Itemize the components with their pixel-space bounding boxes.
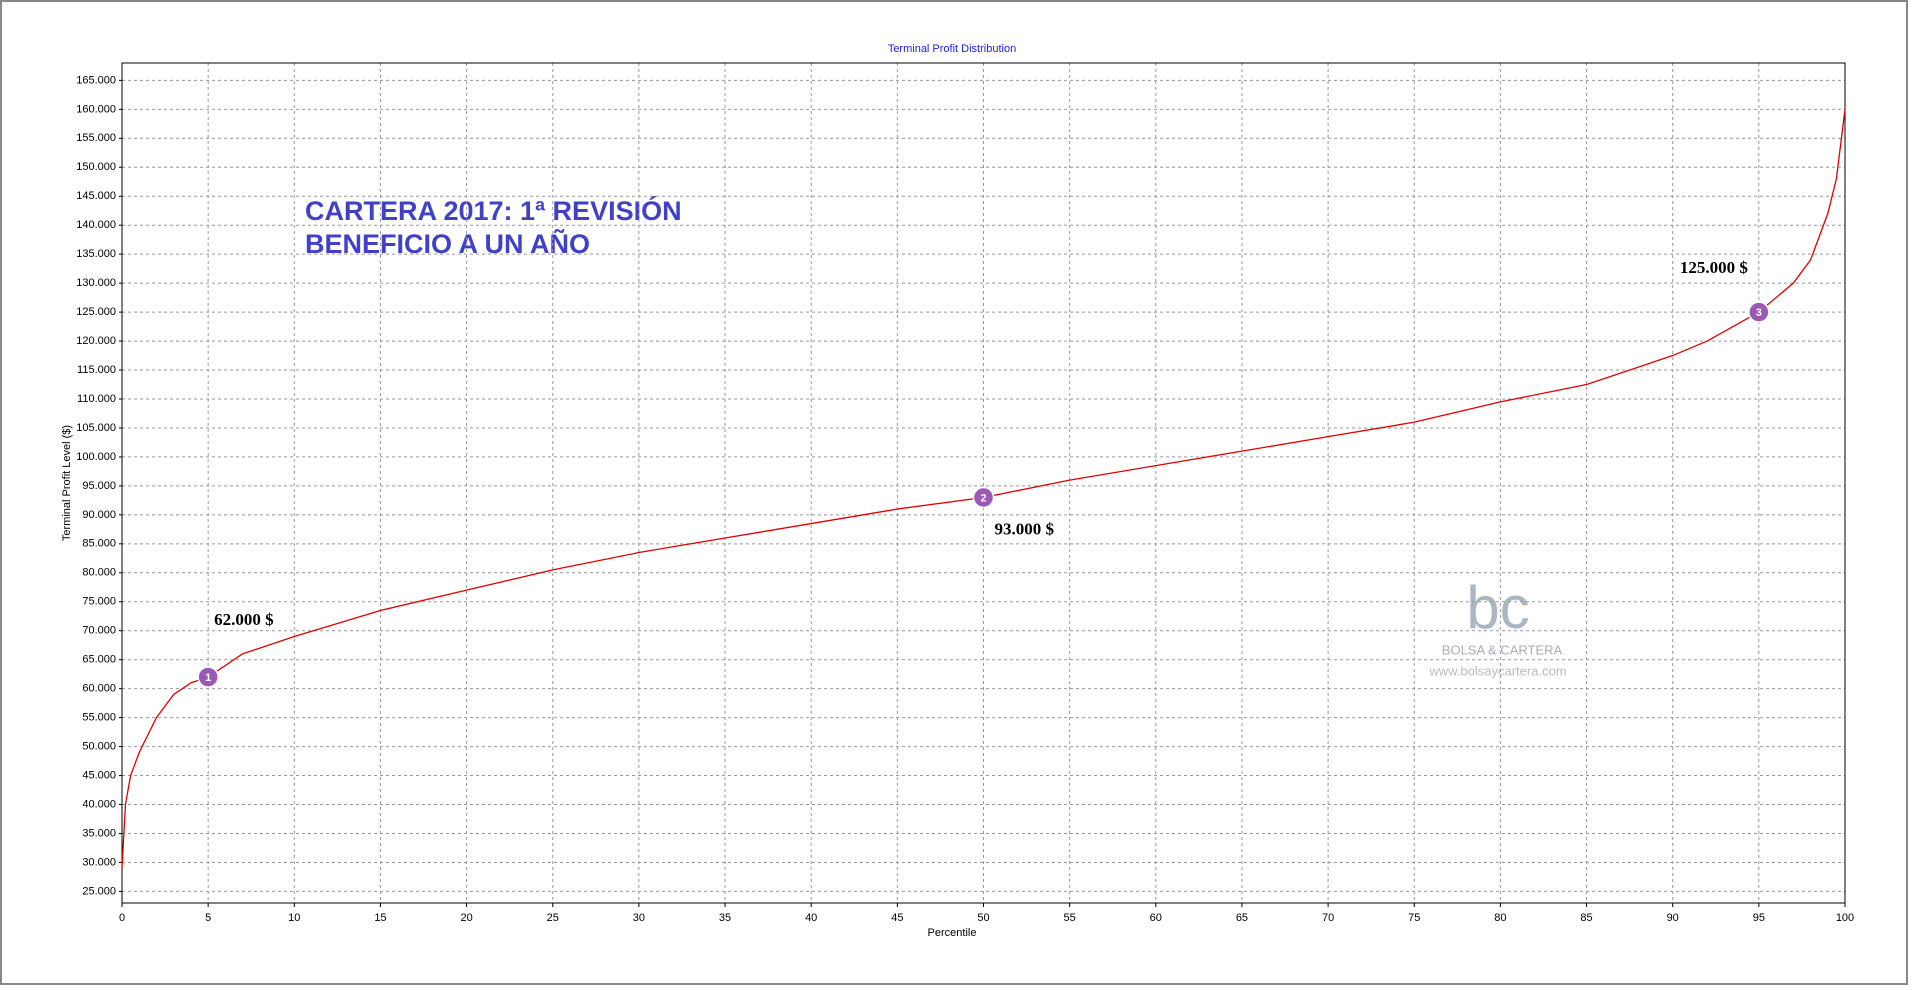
y-tick-label: 105.000 [76,422,116,434]
watermark-logo: bc [1466,574,1529,641]
y-tick-label: 145.000 [76,190,116,202]
chart-title: Terminal Profit Distribution [888,43,1016,55]
x-tick-label: 65 [1236,912,1248,924]
x-tick-label: 90 [1667,912,1679,924]
marker-annotation: 93.000 $ [995,519,1055,538]
x-tick-label: 95 [1753,912,1765,924]
y-tick-label: 80.000 [82,567,116,579]
marker-label: 2 [980,492,986,504]
y-tick-label: 45.000 [82,769,116,781]
marker-annotation: 125.000 $ [1680,258,1749,277]
marker-label: 3 [1756,307,1762,319]
y-tick-label: 100.000 [76,451,116,463]
x-axis-label: Percentile [928,927,977,939]
x-tick-label: 30 [633,912,645,924]
y-tick-label: 140.000 [76,219,116,231]
y-tick-label: 35.000 [82,827,116,839]
y-tick-label: 25.000 [82,885,116,897]
x-tick-label: 20 [460,912,472,924]
y-tick-label: 60.000 [82,683,116,695]
x-tick-label: 100 [1836,912,1854,924]
y-tick-label: 150.000 [76,161,116,173]
y-tick-label: 120.000 [76,335,116,347]
plot-border [121,62,1846,904]
x-tick-label: 75 [1408,912,1420,924]
marker [1748,301,1770,323]
line [121,109,1846,869]
y-tick-label: 165.000 [76,74,116,86]
x-tick-label: 15 [374,912,386,924]
watermark-name: BOLSA & CARTERA [1442,642,1563,657]
x-tick-label: 35 [719,912,731,924]
y-tick-label: 125.000 [76,306,116,318]
y-tick-label: 160.000 [76,103,116,115]
marker [972,486,995,509]
x-tick-label: 10 [288,912,300,924]
watermark-url: www.bolsaycartera.com [1428,663,1566,678]
marker-annotation: 62.000 $ [214,610,274,629]
y-tick-label: 115.000 [77,364,116,376]
annotation: CARTERA 2017: 1ª REVISIÓN [305,195,682,226]
y-tick-label: 70.000 [82,625,116,637]
y-tick-label: 90.000 [82,509,116,521]
y-tick-label: 40.000 [82,798,116,810]
x-tick-label: 0 [119,912,125,924]
y-tick-label: 75.000 [82,596,116,608]
y-axis-label: Terminal Profit Level ($) [61,425,73,541]
x-tick-label: 25 [547,912,559,924]
marker [197,666,219,688]
y-tick-label: 155.000 [76,132,116,144]
x-tick-label: 70 [1322,912,1334,924]
y-tick-label: 30.000 [82,856,116,868]
marker-label: 1 [205,672,211,684]
y-tick-label: 55.000 [82,712,116,724]
y-tick-label: 50.000 [82,740,116,752]
y-tick-label: 110.000 [77,393,116,405]
x-tick-label: 5 [205,912,211,924]
y-tick-label: 130.000 [76,277,116,289]
x-tick-label: 60 [1150,912,1162,924]
x-tick-label: 50 [977,912,989,924]
y-tick-label: 85.000 [82,538,116,550]
y-tick-label: 65.000 [82,654,116,666]
x-tick-label: 55 [1064,912,1076,924]
x-tick-label: 40 [805,912,817,924]
x-tick-label: 45 [891,912,903,924]
y-tick-label: 95.000 [82,480,116,492]
y-tick-label: 135.000 [76,248,116,260]
x-tick-label: 85 [1580,912,1592,924]
x-tick-label: 80 [1494,912,1506,924]
